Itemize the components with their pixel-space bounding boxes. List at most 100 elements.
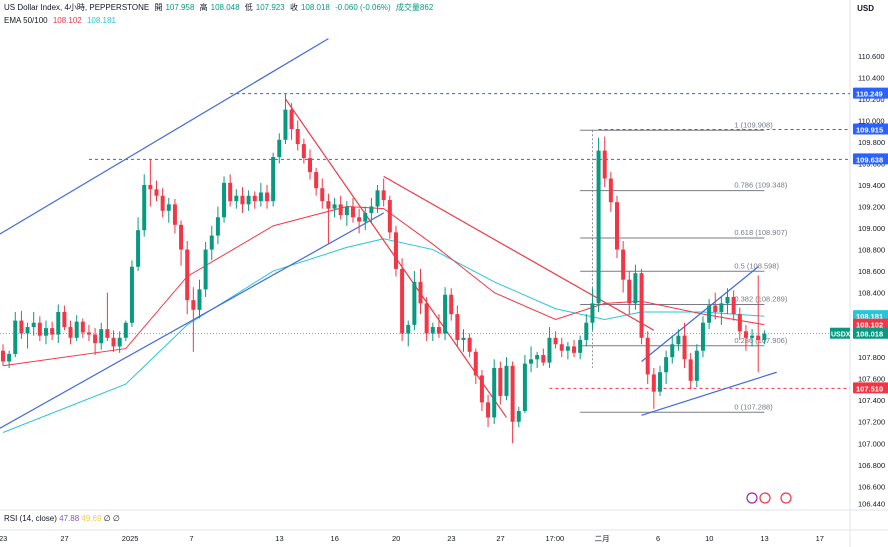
candle-body [277,139,282,157]
candle-body [596,150,601,304]
price-level-tag: 109.638 [856,155,883,164]
candle-body [295,129,300,145]
candle-body [529,359,534,364]
candle-body [56,311,61,335]
candle-body [381,190,386,201]
candle-body [461,337,466,340]
candle-body [750,335,755,338]
time-tick-label: 6 [656,534,660,543]
rsi-extra1: ∅ [103,514,111,523]
price-tick-label: 107.200 [858,418,885,427]
candle-body [222,182,227,218]
candle-body [37,322,42,336]
candle-body [240,195,245,205]
rsi-legend-label: RSI (14, close) [4,514,57,523]
candle-body [369,206,374,213]
candle-body [762,333,767,340]
candle-body [31,322,36,328]
candle-body [228,182,233,202]
time-tick-label: 27 [496,534,504,543]
price-tag: 108.181 [856,312,883,321]
price-level-tag: 110.249 [856,90,883,99]
rsi-value: 47.88 [59,514,80,523]
symbol-header: US Dollar Index, 4小時, PEPPERSTONE 開 107.9… [4,3,436,13]
candle-body [412,281,417,325]
candle-body [338,204,343,216]
price-tick-label: 108.800 [858,246,885,255]
ema-legend-label: EMA 50/100 [4,16,48,25]
candle-body [737,314,742,332]
candle-body [670,344,675,358]
trend-channel-line [641,266,759,362]
candle-body [651,374,656,392]
candle-body [547,337,552,363]
ema-legend[interactable]: EMA 50/100 108.102 108.181 [4,16,119,26]
price-tick-label: 110.000 [858,116,885,125]
price-tag-box [853,327,888,339]
candle-body [197,289,202,310]
time-tick-label: 二月 [595,534,610,543]
candle-body [185,249,190,301]
time-tick-label: 20 [392,534,400,543]
candle-body [707,305,712,323]
trend-channel-line [641,371,777,416]
candle-body [473,351,478,376]
price-level-tag-box [853,153,888,165]
candle-body [713,305,718,312]
candle-body [627,279,632,304]
candle-body [271,156,276,202]
event-icon [780,492,792,504]
low-label: 低 [244,3,253,12]
open-value: 107.958 [165,3,195,12]
price-tick-label: 107.400 [858,396,885,405]
price-tick-label: 106.800 [858,461,885,470]
price-tick-label: 109.800 [858,138,885,147]
candle-body [234,195,239,202]
candle-body [344,206,349,216]
candle-body [621,249,626,280]
candle-body [13,320,18,354]
candle-body [7,353,12,362]
candle-body [602,150,607,179]
time-tick-label: 2025 [122,534,139,543]
price-tick-label: 109.000 [858,224,885,233]
candle-body [86,332,91,335]
candle-body [258,192,263,202]
candle-body [418,281,423,304]
candle-body [657,372,662,392]
candle-body [123,322,128,338]
low-value: 107.923 [255,3,285,12]
price-tick-label: 106.600 [858,482,885,491]
candle-body [209,235,214,250]
candle-body [553,337,558,345]
price-tag-box [853,318,888,330]
change-value: -0.060 (-0.06%) [335,3,391,12]
candle-body [676,335,681,345]
candle-body [363,212,368,222]
price-tick-label: 109.400 [858,181,885,190]
candle-body [332,204,337,209]
candle-body [148,184,153,190]
candle-body [301,144,306,159]
price-level-tag-box [853,123,888,135]
candle-body [436,327,441,334]
candle-body [608,178,613,203]
candle-body [387,200,392,233]
candle-body [430,327,435,334]
candle-body [664,357,669,373]
symbol-tag-box [830,327,850,339]
candle-body [246,195,251,205]
time-tick-label: 23 [447,534,455,543]
close-value: 108.018 [300,3,330,12]
candle-body [43,328,48,336]
candle-body [498,367,503,396]
symbol-tag: USDX [831,332,851,339]
price-level-tag-box [853,87,888,99]
candle-body [265,192,270,202]
event-icon [746,492,758,504]
candle-body [492,367,497,418]
symbol-title[interactable]: US Dollar Index, 4小時, PEPPERSTONE [4,3,150,12]
rsi-legend[interactable]: RSI (14, close) 47.88 49.69 ∅ ∅ [4,514,120,523]
time-tick-label: 17 [816,534,824,543]
